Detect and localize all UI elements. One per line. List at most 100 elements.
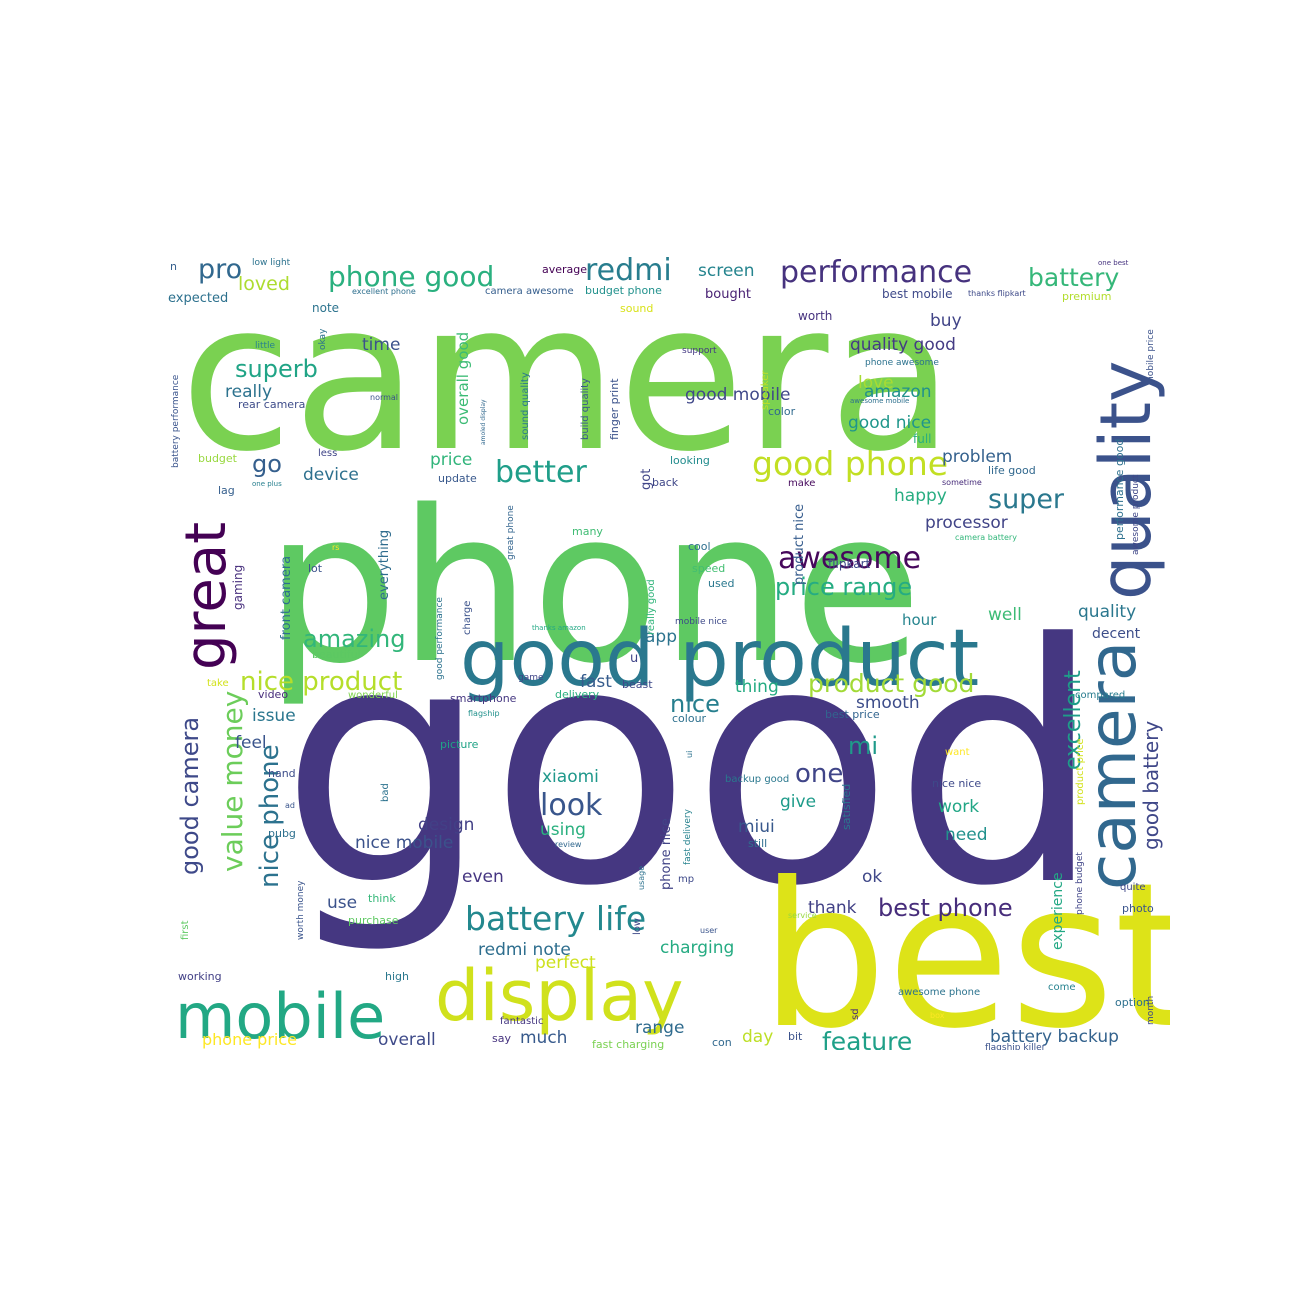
- word-nice-nice: nice nice: [932, 777, 981, 790]
- word-quality-3: quality: [1078, 602, 1136, 622]
- word-good-battery: good battery: [1139, 721, 1163, 850]
- word-budget-phone: budget phone: [585, 284, 662, 297]
- word-experience: experience: [1050, 872, 1066, 950]
- word-video: video: [258, 688, 288, 701]
- word-working: working: [178, 970, 222, 983]
- word-color: color: [768, 405, 796, 418]
- word-rear-camera: rear camera: [238, 398, 305, 411]
- word-really: really: [225, 382, 272, 402]
- word-superb: superb: [235, 355, 318, 383]
- word-overall: overall: [378, 1030, 436, 1050]
- word-okay: okay: [318, 328, 328, 350]
- word-take: take: [207, 678, 229, 689]
- word-note: note: [312, 301, 339, 315]
- word-perfect: perfect: [535, 953, 596, 973]
- word-support: support: [682, 346, 717, 356]
- word-ad: ad: [285, 801, 295, 810]
- word-battery-performance: battery performance: [171, 374, 181, 468]
- word-better: better: [495, 455, 587, 490]
- word-satisfied: satisfied: [840, 784, 853, 830]
- word-update: update: [438, 472, 477, 485]
- word-display: display: [435, 955, 684, 1037]
- word-excellent-phone: excellent phone: [352, 287, 416, 296]
- word-used: used: [708, 577, 734, 590]
- word-low: low: [632, 918, 643, 935]
- word-colour: colour: [672, 712, 707, 725]
- word-come: come: [1048, 982, 1076, 993]
- word-range: range: [635, 1018, 684, 1038]
- word-phone-awesome: phone awesome: [865, 358, 939, 368]
- word-got: got: [639, 469, 654, 490]
- word-cloud-svg: camera phone good best good product disp…: [168, 253, 1170, 1050]
- word-price: price: [430, 450, 472, 470]
- word-lag: lag: [218, 484, 235, 497]
- word-quality-good: quality good: [850, 335, 956, 355]
- word-best-phone: best phone: [878, 894, 1013, 922]
- word-cloud: camera phone good best good product disp…: [160, 250, 1170, 1050]
- word-phone: phone: [265, 465, 922, 710]
- word-pro: pro: [198, 254, 242, 285]
- word-month: month: [1146, 996, 1156, 1025]
- word-thanks-amazon: thanks amazon: [532, 624, 586, 632]
- word-u: u: [630, 651, 638, 666]
- word-best-mobile: best mobile: [882, 287, 952, 301]
- word-battery: battery: [1028, 263, 1119, 292]
- word-review: review: [555, 840, 582, 849]
- word-best-price: best price: [825, 708, 880, 721]
- word-high: high: [385, 970, 409, 983]
- word-design: design: [418, 815, 474, 835]
- word-love: love: [858, 373, 894, 393]
- word-phone-price: phone price: [202, 1030, 297, 1049]
- word-redmi: redmi: [585, 253, 672, 288]
- word-feature: feature: [822, 1027, 912, 1050]
- word-charge: charge: [462, 601, 473, 635]
- word-worth: worth: [798, 309, 832, 323]
- word-still: still: [748, 837, 767, 850]
- word-build-quality: build quality: [580, 378, 591, 440]
- word-say: say: [492, 1032, 511, 1045]
- word-picture: picture: [440, 738, 479, 751]
- word-good-performance: good performance: [435, 597, 445, 680]
- word-redmi-note: redmi note: [478, 940, 571, 960]
- word-miui: miui: [738, 817, 775, 837]
- word-well: well: [988, 605, 1022, 625]
- word-low-light: low light: [252, 258, 291, 268]
- word-quality: quality: [1085, 361, 1167, 600]
- word-thanks-flipkart: thanks flipkart: [968, 289, 1026, 298]
- word-product-good: product good: [808, 669, 974, 698]
- word-speaker: speaker: [760, 370, 771, 410]
- word-nice-phone: nice phone: [255, 744, 285, 888]
- word-fast-charging: fast charging: [592, 1038, 664, 1050]
- word-thank: thank: [808, 898, 857, 918]
- word-delivery: delivery: [555, 688, 600, 701]
- word-first: first: [180, 920, 191, 940]
- word-camera: camera: [180, 259, 954, 497]
- word-many: many: [572, 525, 603, 538]
- word-little: little: [255, 341, 276, 351]
- word-good-phone: good phone: [752, 444, 948, 483]
- word-quite: quite: [1120, 882, 1146, 893]
- word-compared: compared: [1075, 690, 1125, 701]
- word-premium: premium: [1062, 290, 1112, 303]
- word-want: want: [945, 747, 970, 758]
- word-full: full: [913, 432, 932, 446]
- word-battery-life: battery life: [465, 899, 646, 938]
- word-charging: charging: [660, 938, 734, 958]
- word-cool: cool: [688, 540, 711, 553]
- word-need: need: [945, 825, 987, 845]
- word-purchase: purchase: [348, 914, 399, 927]
- word-usage: usage: [637, 866, 646, 890]
- word-think: think: [368, 892, 396, 905]
- word-sometime: sometime: [942, 478, 982, 487]
- word-value-money: value money: [216, 691, 249, 872]
- word-really-good: really good: [646, 579, 657, 635]
- word-user: user: [700, 926, 718, 935]
- word-work: work: [938, 797, 979, 817]
- word-bit: bit: [788, 1030, 803, 1043]
- word-good-product: good product: [460, 614, 979, 704]
- word-flagship: flagship: [468, 709, 500, 718]
- word-amazon: amazon: [864, 382, 932, 402]
- word-lot: lot: [308, 562, 323, 575]
- word-expected: expected: [168, 291, 228, 306]
- word-awesome-product: awesome product: [1131, 474, 1141, 555]
